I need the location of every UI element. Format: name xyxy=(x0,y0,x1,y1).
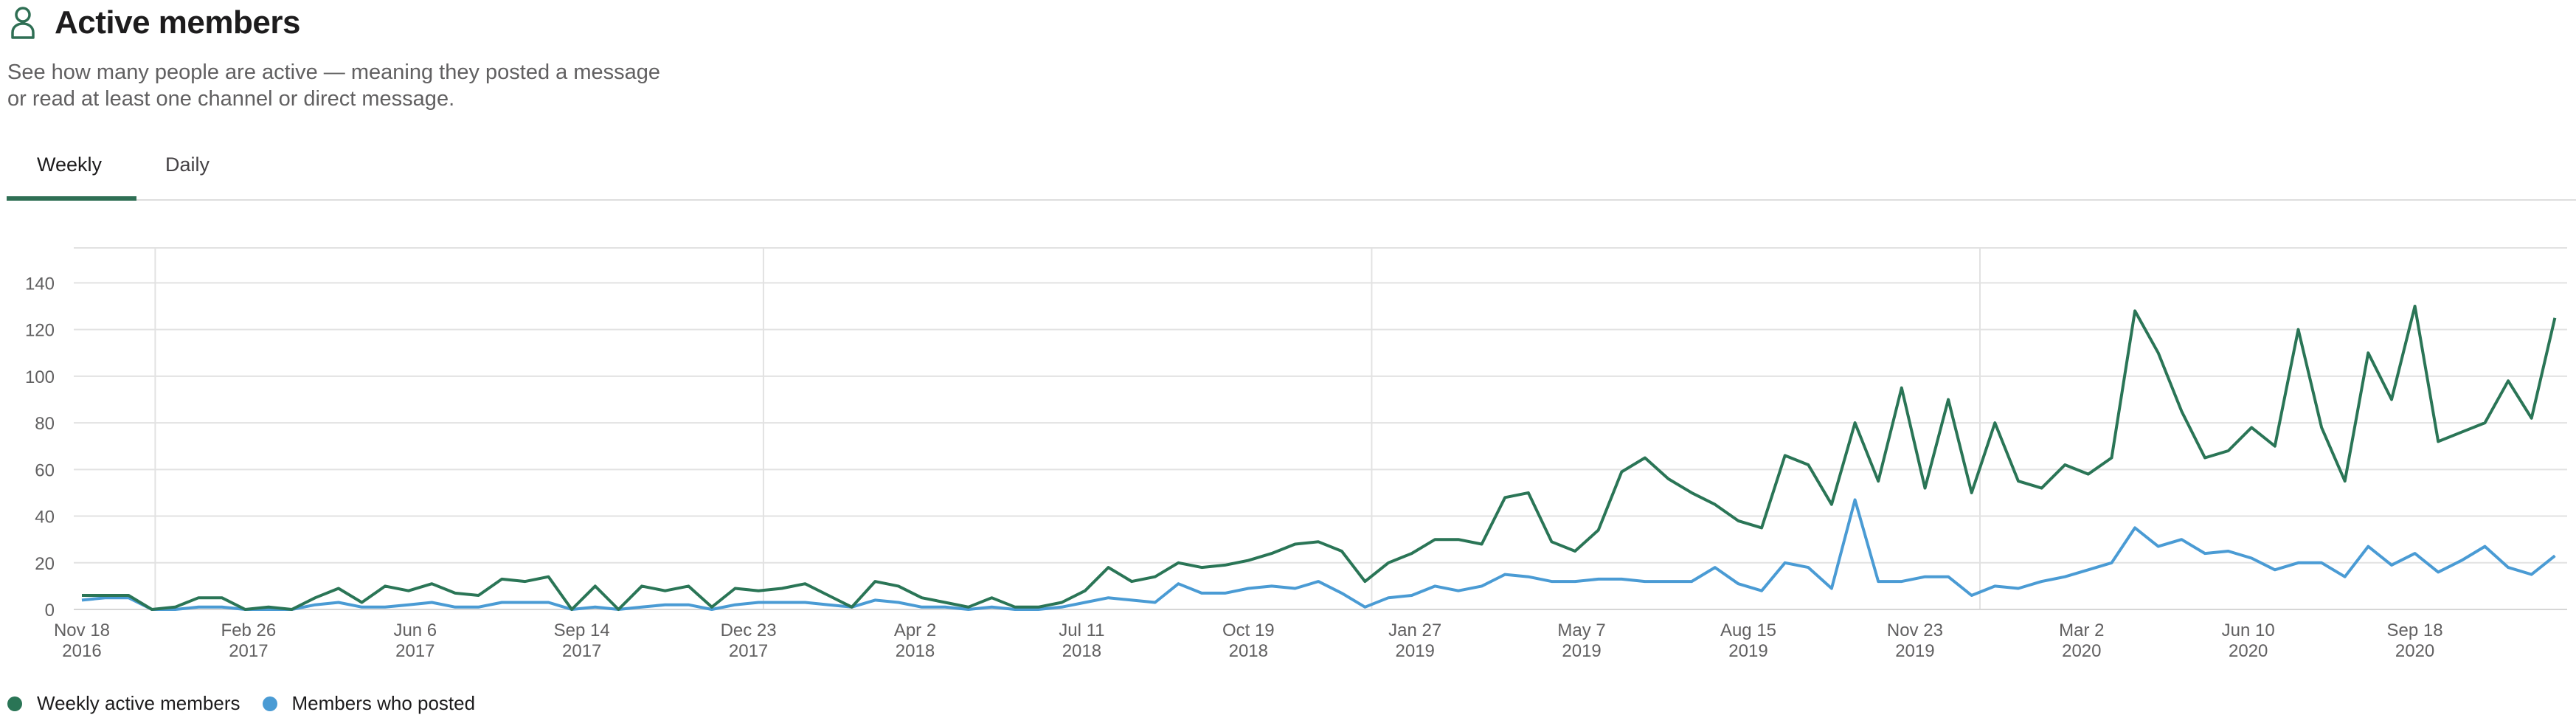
legend-dot-active xyxy=(7,696,22,711)
selected-tab-indicator xyxy=(7,196,136,201)
y-tick-label: 20 xyxy=(35,554,55,574)
x-tick-year: 2017 xyxy=(395,641,434,661)
x-tick-label: Feb 26 xyxy=(221,620,277,640)
x-tick-label: Jan 27 xyxy=(1388,620,1441,640)
x-tick-year: 2020 xyxy=(2229,641,2268,661)
user-icon xyxy=(11,7,35,39)
page-title: Active members xyxy=(55,4,300,41)
x-tick-label: Aug 15 xyxy=(1720,620,1776,640)
page-description: See how many people are active — meaning… xyxy=(7,60,661,111)
y-tick-label: 140 xyxy=(25,274,55,294)
legend-item-active[interactable]: Weekly active members xyxy=(7,692,240,715)
y-tick-label: 60 xyxy=(35,460,55,480)
x-tick-year: 2020 xyxy=(2062,641,2101,661)
y-tick-label: 0 xyxy=(45,601,55,620)
x-tick-year: 2018 xyxy=(1062,641,1101,661)
y-tick-label: 100 xyxy=(25,367,55,387)
y-tick-label: 80 xyxy=(35,414,55,434)
chart-legend: Weekly active members Members who posted xyxy=(7,692,497,715)
x-tick-year: 2017 xyxy=(229,641,268,661)
x-tick-year: 2019 xyxy=(1895,641,1934,661)
x-tick-year: 2018 xyxy=(896,641,935,661)
legend-item-posted[interactable]: Members who posted xyxy=(262,692,476,715)
tab-weekly[interactable]: Weekly xyxy=(37,153,103,176)
tabs-divider xyxy=(7,199,2576,201)
period-tabs: Weekly Daily xyxy=(0,148,2576,204)
x-tick-year: 2018 xyxy=(1229,641,1268,661)
x-tick-year: 2016 xyxy=(62,641,101,661)
x-tick-year: 2019 xyxy=(1562,641,1601,661)
y-tick-label: 40 xyxy=(35,508,55,528)
legend-label-active: Weekly active members xyxy=(37,692,240,714)
x-tick-label: Dec 23 xyxy=(721,620,777,640)
x-tick-label: Nov 18 xyxy=(54,620,110,640)
x-tick-label: May 7 xyxy=(1557,620,1605,640)
x-tick-year: 2017 xyxy=(729,641,768,661)
x-tick-year: 2017 xyxy=(562,641,601,661)
legend-label-posted: Members who posted xyxy=(291,692,476,714)
x-tick-label: Jul 11 xyxy=(1059,620,1104,640)
x-tick-label: Mar 2 xyxy=(2059,620,2104,640)
x-tick-label: Sep 14 xyxy=(554,620,610,640)
x-tick-year: 2019 xyxy=(1396,641,1435,661)
series-line-weekly-active xyxy=(82,305,2557,611)
x-tick-label: Apr 2 xyxy=(894,620,936,640)
x-tick-label: Oct 19 xyxy=(1222,620,1275,640)
series-line-members-posted xyxy=(81,498,2556,611)
x-tick-year: 2019 xyxy=(1728,641,1767,661)
x-tick-year: 2020 xyxy=(2395,641,2434,661)
x-tick-label: Nov 23 xyxy=(1887,620,1943,640)
tab-daily[interactable]: Daily xyxy=(165,153,210,176)
x-tick-label: Jun 10 xyxy=(2222,620,2275,640)
x-tick-label: Jun 6 xyxy=(393,620,437,640)
page-header: Active members xyxy=(10,4,300,41)
y-tick-label: 120 xyxy=(25,321,55,341)
x-tick-label: Sep 18 xyxy=(2387,620,2443,640)
legend-dot-posted xyxy=(262,696,277,711)
